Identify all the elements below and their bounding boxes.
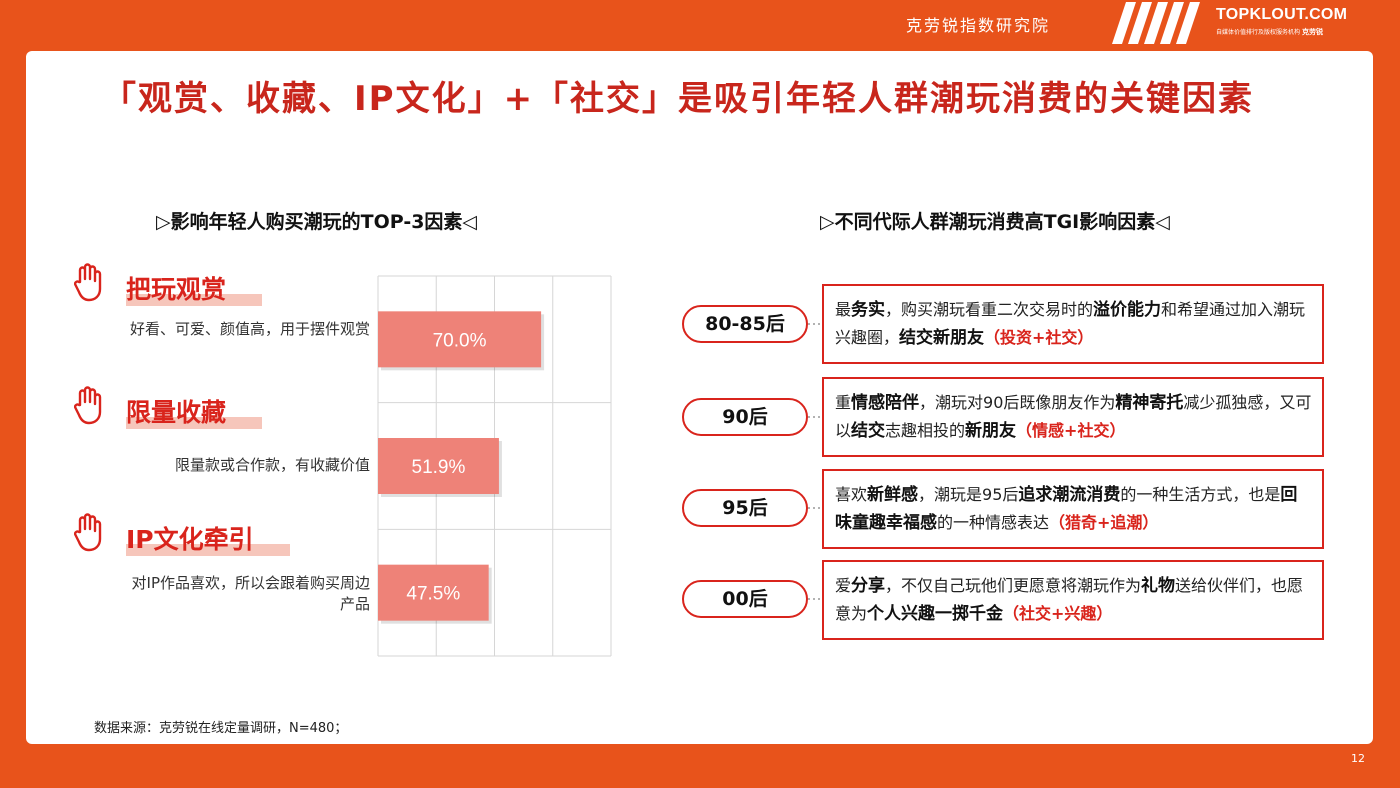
factor-title-highlight — [126, 544, 290, 556]
brand-tagline: 自媒体价值排行及版权服务机构 克劳锐 — [1216, 28, 1324, 36]
keyword-tag: （猎奇+追潮） — [1049, 513, 1159, 532]
factor-title: 限量收藏 — [126, 398, 227, 427]
right-section-title: ▷不同代际人群潮玩消费高TGI影响因素◁ — [820, 211, 1170, 233]
slide-title: 「观赏、收藏、IP文化」+「社交」是吸引年轻人群潮玩消费的关键因素 — [102, 79, 1255, 119]
brand-name: TOPKLOUT.COM — [1216, 6, 1348, 23]
description-text: ，潮玩对90后既像朋友作为 — [919, 393, 1116, 412]
description-text: 的一种生活方式，也是 — [1120, 485, 1281, 504]
generation-description-box: 最务实，购买潮玩看重二次交易时的溢价能力和希望通过加入潮玩兴趣圈，结交新朋友（投… — [822, 284, 1324, 364]
keyword-tag: （投资+社交） — [984, 328, 1094, 347]
keyword-bold: 新鲜感 — [867, 485, 919, 505]
description-text: 最 — [835, 300, 852, 319]
keyword-bold: 礼物 — [1141, 576, 1176, 596]
generation-pill: 00后 — [682, 580, 808, 618]
keyword-tag: （社交+兴趣） — [1003, 604, 1113, 623]
factor-title-block: IP文化牵引 — [126, 520, 290, 556]
keyword-bold: 溢价能力 — [1093, 300, 1162, 320]
description-text: 和希望通过加入潮玩兴趣圈， — [835, 300, 1306, 347]
generation-pill: 95后 — [682, 489, 808, 527]
factor-title: IP文化牵引 — [126, 525, 254, 554]
org-name: 克劳锐指数研究院 — [906, 16, 1051, 35]
hand-shape — [74, 513, 102, 552]
brand-logo[interactable]: TOPKLOUT.COM 自媒体价值排行及版权服务机构 克劳锐 — [1216, 6, 1362, 40]
bar-3 — [378, 564, 489, 621]
page-number: 12 — [1351, 752, 1365, 765]
description-text: ，潮玩是95后 — [918, 485, 1019, 504]
factor-description: 限量款或合作款，有收藏价值 — [174, 456, 370, 474]
factor-title-block: 把玩观赏 — [126, 270, 262, 306]
keyword-bold: 务实 — [851, 300, 886, 320]
stripes-decoration — [1112, 2, 1200, 44]
generation-description-box: 重情感陪伴，潮玩对90后既像朋友作为精神寄托减少孤独感，又可以结交志趣相投的新朋… — [822, 377, 1324, 457]
factor-title-block: 限量收藏 — [126, 393, 262, 429]
factor-description: 好看、可爱、颜值高，用于摆件观赏 — [130, 320, 371, 338]
bar-value-label: 51.9% — [412, 457, 466, 478]
hand-icon — [74, 386, 102, 425]
hand-icon — [74, 513, 102, 552]
description-text: 重 — [835, 393, 852, 412]
factor-title-highlight — [126, 417, 262, 429]
keyword-bold: 情感陪伴 — [851, 393, 920, 413]
header-bar: 克劳锐指数研究院 TOPKLOUT.COM 自媒体价值排行及版权服务机构 克劳锐 — [0, 0, 1400, 48]
factor-bar-chart: 70.0% 51.9% 47.5% — [377, 275, 612, 657]
factor-title-highlight — [126, 294, 262, 306]
description-text: 喜欢 — [835, 485, 868, 504]
description-text: 减少孤独感，又可以 — [835, 393, 1312, 440]
keyword-bold: 回味童趣幸福感 — [835, 485, 1298, 533]
description-text: 爱 — [835, 576, 852, 595]
generation-pill: 80-85后 — [682, 305, 808, 343]
hand-shape — [74, 263, 102, 302]
bar-1 — [378, 311, 542, 368]
keyword-bold: 新朋友 — [965, 421, 1017, 441]
keyword-bold: 精神寄托 — [1115, 393, 1184, 413]
hand-shape — [74, 386, 102, 425]
keyword-bold: 结交 — [851, 421, 886, 441]
description-text: ，不仅自己玩他们更愿意将潮玩作为 — [885, 576, 1142, 595]
factor-title: 把玩观赏 — [126, 275, 227, 304]
bar-value-label: 70.0% — [433, 330, 487, 351]
keyword-tag: （情感+社交） — [1016, 421, 1126, 440]
description-text: ，购买潮玩看重二次交易时的 — [885, 300, 1094, 319]
generation-description-box: 喜欢新鲜感，潮玩是95后追求潮流消费的一种生活方式，也是回味童趣幸福感的一种情感… — [822, 469, 1324, 549]
keyword-bold: 分享 — [851, 576, 886, 596]
content-panel: 「观赏、收藏、IP文化」+「社交」是吸引年轻人群潮玩消费的关键因素 ▷影响年轻人… — [26, 51, 1373, 744]
left-section-title: ▷影响年轻人购买潮玩的TOP-3因素◁ — [156, 211, 478, 233]
factor-description: 对IP作品喜欢，所以会跟着购买周边产品 — [131, 574, 370, 613]
generation-description-box: 爱分享，不仅自己玩他们更愿意将潮玩作为礼物送给伙伴们，也愿意为个人兴趣一掷千金（… — [822, 560, 1324, 640]
description-text: 的一种情感表达 — [937, 513, 1050, 532]
hand-icon — [74, 263, 102, 302]
bar-2 — [378, 438, 499, 494]
keyword-bold: 个人兴趣一掷千金 — [867, 604, 1004, 624]
generation-pill: 90后 — [682, 398, 808, 436]
description-text: 送给伙伴们，也愿意为 — [835, 576, 1304, 623]
description-text: 志趣相投的 — [885, 421, 966, 440]
keyword-bold: 追求潮流消费 — [1018, 485, 1121, 505]
data-source-note: 数据来源：克劳锐在线定量调研，N=480； — [94, 721, 348, 736]
bar-value-label: 47.5% — [406, 584, 460, 605]
keyword-bold: 结交新朋友 — [899, 328, 985, 348]
